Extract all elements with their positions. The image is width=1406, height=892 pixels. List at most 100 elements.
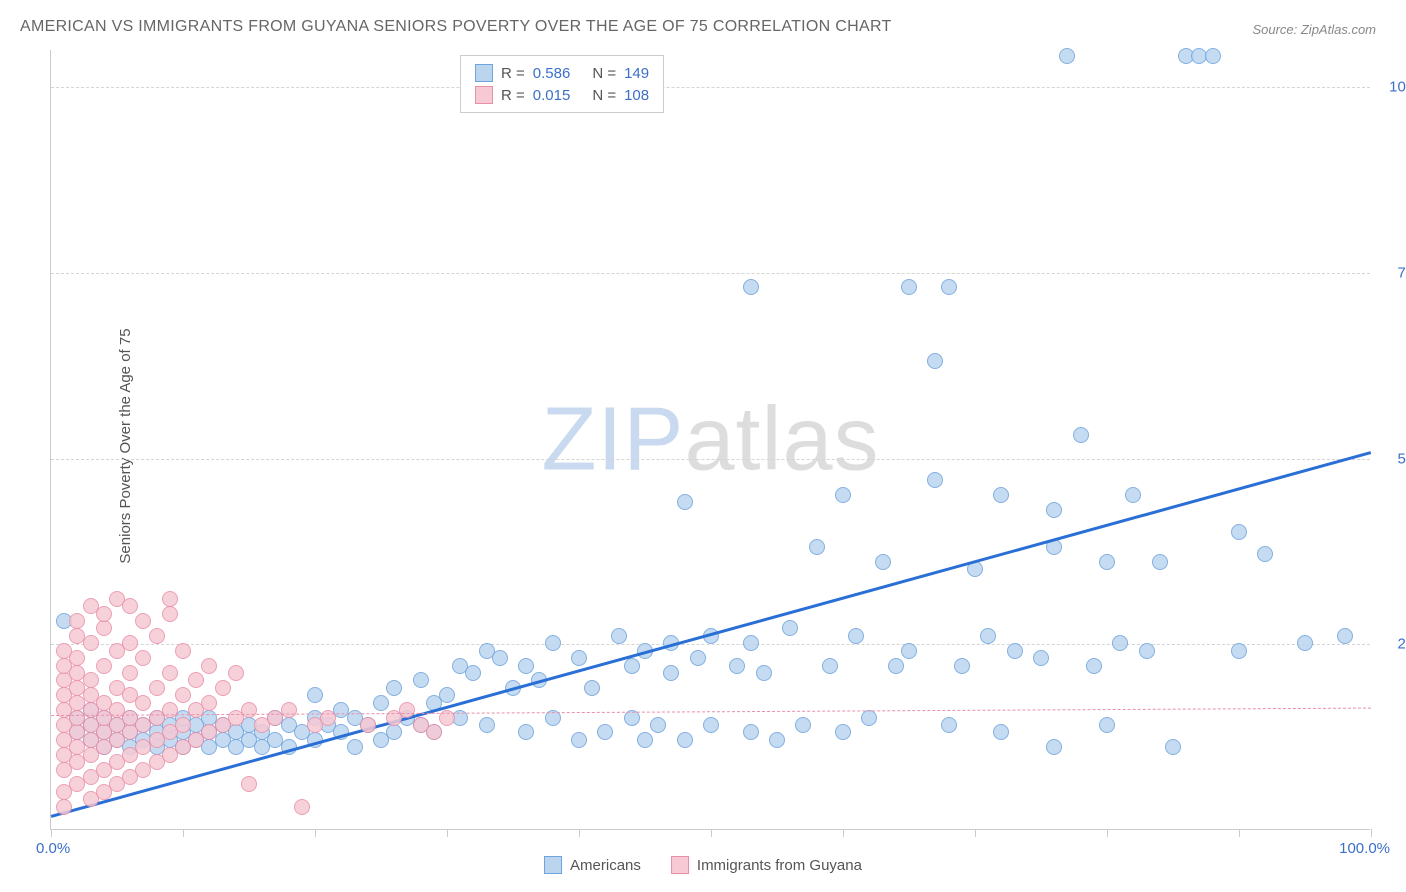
scatter-point — [518, 724, 534, 740]
scatter-point — [201, 658, 217, 674]
legend-n-label: N = — [592, 87, 616, 104]
legend-label: Americans — [570, 857, 641, 874]
scatter-point — [465, 665, 481, 681]
series-legend: AmericansImmigrants from Guyana — [544, 856, 862, 874]
scatter-point — [307, 687, 323, 703]
scatter-point — [597, 724, 613, 740]
scatter-point — [426, 724, 442, 740]
scatter-point — [386, 724, 402, 740]
scatter-point — [941, 717, 957, 733]
scatter-point — [201, 695, 217, 711]
scatter-point — [149, 680, 165, 696]
scatter-point — [373, 695, 389, 711]
scatter-point — [69, 650, 85, 666]
scatter-point — [835, 724, 851, 740]
scatter-point — [83, 672, 99, 688]
gridline — [51, 459, 1370, 460]
legend-swatch — [544, 856, 562, 874]
y-tick-label: 25.0% — [1380, 636, 1406, 653]
scatter-point — [954, 658, 970, 674]
scatter-point — [1205, 48, 1221, 64]
scatter-point — [743, 635, 759, 651]
scatter-point — [122, 598, 138, 614]
y-tick-label: 75.0% — [1380, 264, 1406, 281]
x-tick — [843, 829, 844, 837]
scatter-point — [624, 658, 640, 674]
x-tick — [1107, 829, 1108, 837]
scatter-point — [795, 717, 811, 733]
scatter-point — [360, 717, 376, 733]
scatter-point — [1046, 739, 1062, 755]
x-tick — [51, 829, 52, 837]
scatter-point — [677, 494, 693, 510]
scatter-point — [347, 739, 363, 755]
scatter-point — [993, 487, 1009, 503]
scatter-point — [729, 658, 745, 674]
scatter-point — [571, 732, 587, 748]
scatter-point — [320, 710, 336, 726]
scatter-point — [162, 665, 178, 681]
legend-r-value: 0.015 — [533, 87, 571, 104]
x-tick — [447, 829, 448, 837]
scatter-point — [1099, 717, 1115, 733]
legend-swatch — [475, 64, 493, 82]
scatter-point — [822, 658, 838, 674]
x-tick — [315, 829, 316, 837]
trend-line — [51, 451, 1372, 817]
scatter-point — [1231, 643, 1247, 659]
scatter-point — [1337, 628, 1353, 644]
scatter-point — [492, 650, 508, 666]
scatter-point — [386, 680, 402, 696]
scatter-point — [809, 539, 825, 555]
scatter-point — [677, 732, 693, 748]
scatter-point — [1059, 48, 1075, 64]
scatter-point — [479, 717, 495, 733]
x-tick — [975, 829, 976, 837]
legend-swatch — [475, 86, 493, 104]
scatter-point — [149, 628, 165, 644]
scatter-point — [122, 635, 138, 651]
scatter-point — [96, 658, 112, 674]
scatter-point — [1112, 635, 1128, 651]
x-axis-label-min: 0.0% — [36, 840, 70, 857]
legend-n-value: 149 — [624, 65, 649, 82]
scatter-point — [993, 724, 1009, 740]
scatter-point — [1007, 643, 1023, 659]
legend-item: Americans — [544, 856, 641, 874]
scatter-point — [782, 620, 798, 636]
scatter-point — [413, 672, 429, 688]
scatter-point — [927, 472, 943, 488]
scatter-point — [96, 620, 112, 636]
scatter-point — [663, 665, 679, 681]
scatter-point — [162, 606, 178, 622]
scatter-point — [769, 732, 785, 748]
scatter-point — [69, 613, 85, 629]
scatter-point — [1046, 502, 1062, 518]
watermark: ZIPatlas — [541, 388, 879, 491]
scatter-point — [175, 717, 191, 733]
scatter-point — [1125, 487, 1141, 503]
watermark-zip: ZIP — [541, 389, 684, 489]
scatter-point — [439, 687, 455, 703]
scatter-point — [901, 279, 917, 295]
scatter-point — [241, 776, 257, 792]
scatter-point — [1297, 635, 1313, 651]
scatter-point — [584, 680, 600, 696]
scatter-point — [690, 650, 706, 666]
legend-n-label: N = — [592, 65, 616, 82]
scatter-point — [1152, 554, 1168, 570]
scatter-point — [188, 672, 204, 688]
gridline — [51, 644, 1370, 645]
gridline — [51, 87, 1370, 88]
scatter-point — [241, 702, 257, 718]
scatter-point — [611, 628, 627, 644]
scatter-point — [861, 710, 877, 726]
scatter-point — [650, 717, 666, 733]
scatter-point — [941, 279, 957, 295]
scatter-point — [83, 635, 99, 651]
x-tick — [1371, 829, 1372, 837]
scatter-point — [56, 799, 72, 815]
scatter-point — [135, 613, 151, 629]
scatter-point — [1257, 546, 1273, 562]
scatter-point — [281, 702, 297, 718]
